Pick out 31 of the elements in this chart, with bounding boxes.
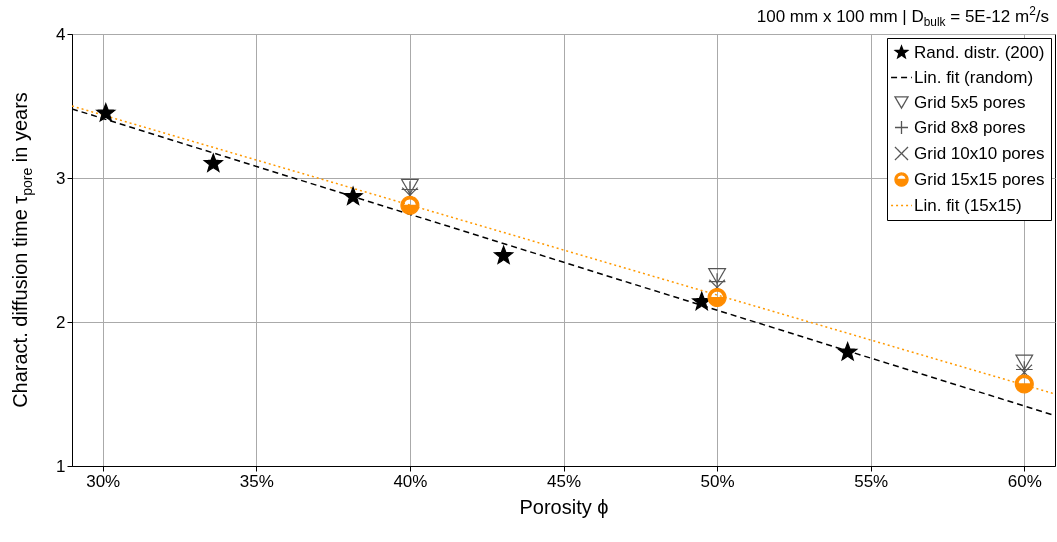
point [400,178,419,195]
chart-title: 100 mm x 100 mm | D$_{bulk}$ = 5E-12 m$^{2}$/s [756,4,1049,30]
y-tick-label: 3 [56,168,66,188]
x-tick-label: 45% [546,471,582,491]
legend-label: Rand. distr. (200) [914,42,1045,62]
point [400,195,420,215]
legend-label: Lin. fit (15x15) [914,195,1022,215]
y-tick-label: 1 [56,456,66,476]
legend-label: Grid 5x5 pores [914,92,1026,112]
legend-label: Lin. fit (random) [914,67,1034,87]
x-tick-label: 50% [700,471,735,491]
point [1014,374,1034,394]
point [838,342,858,361]
x-tick-label: 35% [239,471,274,491]
point [203,153,223,172]
point [343,186,363,206]
x-tick-label: 55% [854,471,889,491]
legend-label: Grid 15x15 pores [914,169,1045,189]
point [96,103,116,122]
y-tick-label: 4 [56,24,66,44]
x-tick-label: 40% [393,471,428,491]
y-tick-label: 2 [56,312,66,332]
point [708,268,727,284]
point [1015,354,1034,371]
x-tick-label: 30% [86,471,121,491]
point [493,245,514,265]
legend-label: Grid 8x8 pores [914,117,1026,137]
x-axis-title: Porosity ϕ [519,495,609,518]
point [707,287,727,308]
x-tick-label: 60% [1007,471,1042,491]
legend-label: Grid 10x10 pores [914,143,1045,163]
